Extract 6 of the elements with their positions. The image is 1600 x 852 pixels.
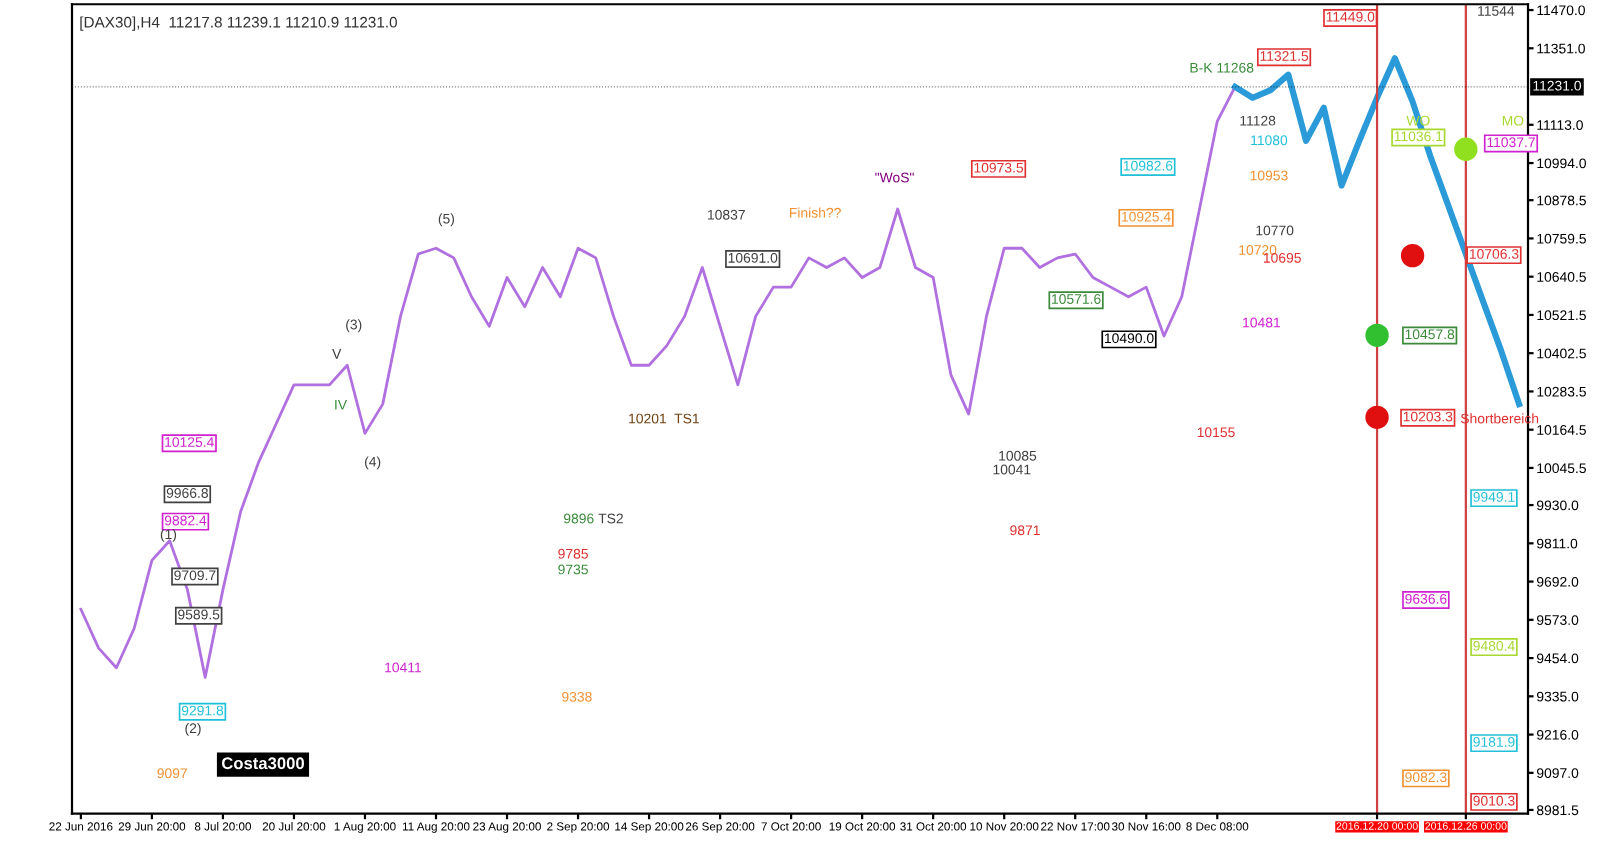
point bbox=[1400, 243, 1425, 268]
line-series bbox=[79, 85, 1237, 679]
annotation: Costa3000 bbox=[221, 757, 304, 770]
point bbox=[1365, 323, 1389, 348]
point bbox=[1454, 137, 1478, 161]
point bbox=[1365, 405, 1389, 430]
